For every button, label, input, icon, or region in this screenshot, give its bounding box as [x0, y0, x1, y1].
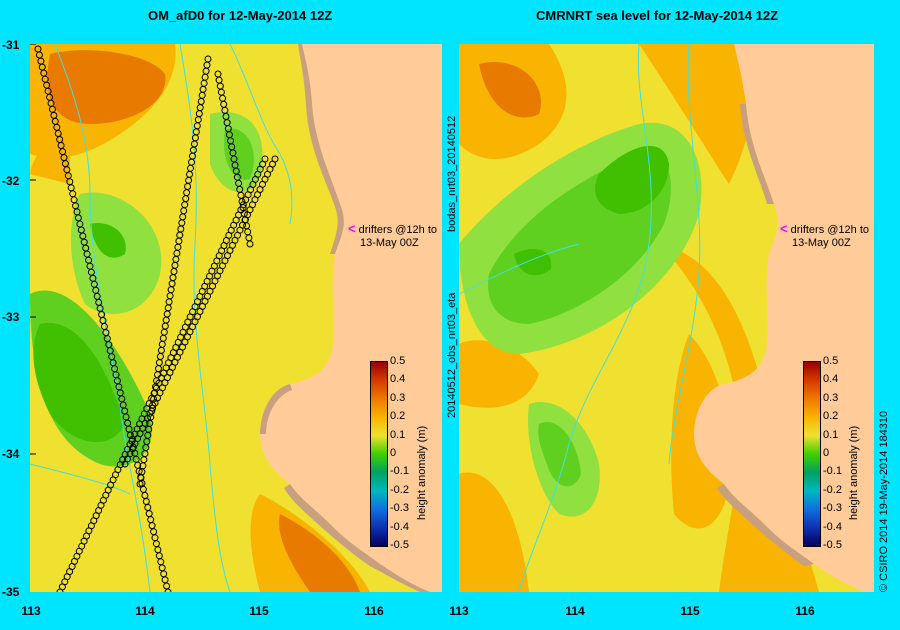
- arrow-icon: <: [348, 221, 356, 236]
- drifter-note-line2: 13-May 00Z: [360, 237, 419, 249]
- colorbar-tick: 0.5: [390, 355, 406, 367]
- copyright-label: © CSIRO 2014 19-May-2014 184310: [878, 410, 890, 592]
- colorbar-tick: 0: [390, 447, 397, 459]
- colorbar-title: height anomaly (m): [848, 425, 860, 520]
- y-tick-label: -33: [2, 310, 20, 324]
- drifter-position-marker: [246, 240, 254, 248]
- colorbar-tick: 0.2: [390, 410, 406, 422]
- y-tick-label: -32: [2, 174, 20, 188]
- colorbar-tick: 0.4: [823, 373, 839, 385]
- colorbar-tick: -0.4: [823, 521, 842, 533]
- x-tick-label: 116: [364, 604, 384, 618]
- x-tick-label: 115: [249, 604, 269, 618]
- right-panel-title: CMRNRT sea level for 12-May-2014 12Z: [536, 8, 779, 23]
- drifter-position-marker: [56, 588, 64, 592]
- colorbar-tick: 0: [823, 447, 830, 459]
- colorbar-tick: -0.2: [390, 484, 409, 496]
- colorbar-tick: 0.1: [390, 429, 406, 441]
- x-tick-label: 116: [795, 604, 815, 618]
- drifter-position-marker: [121, 460, 129, 468]
- colorbar-tick: 0.2: [823, 410, 839, 422]
- colorbar-tick: 0.1: [823, 429, 839, 441]
- y-tick-label: -35: [2, 585, 20, 599]
- colorbar-tick: -0.4: [390, 521, 409, 533]
- colorbar-tick: -0.2: [823, 484, 842, 496]
- left-panel-title: OM_afD0 for 12-May-2014 12Z: [148, 8, 333, 23]
- left-map-graphic: [30, 44, 442, 592]
- y-tick-label: -34: [2, 447, 20, 461]
- colorbar-tick: -0.5: [823, 539, 842, 551]
- colorbar-tick: -0.3: [390, 502, 409, 514]
- drifter-note: < drifters @12h to 13-May 00Z: [348, 222, 437, 250]
- x-tick-label: 113: [449, 604, 469, 618]
- colorbar-tick: 0.5: [823, 355, 839, 367]
- drifter-note: < drifters @12h to 13-May 00Z: [780, 222, 869, 250]
- colorbar-title: height anomaly (m): [416, 425, 428, 520]
- colorbar-tick: -0.1: [390, 465, 409, 477]
- model-run-label: bodas_nrt03_20140512: [446, 115, 458, 232]
- drifter-note-line2: 13-May 00Z: [792, 237, 851, 249]
- colorbar-tick: -0.3: [823, 502, 842, 514]
- drifter-tracks: [34, 45, 279, 592]
- observation-file-label: 20140512_obs_nrt03_eta: [446, 292, 458, 418]
- colorbar-tick: -0.5: [390, 539, 409, 551]
- left-colorbar: [370, 361, 388, 547]
- colorbar-tick: 0.3: [823, 392, 839, 404]
- drifter-position-marker: [136, 480, 144, 488]
- drifter-position-marker: [164, 588, 172, 592]
- y-tick-label: -31: [2, 38, 20, 52]
- left-model-map: [30, 44, 442, 592]
- drifter-note-line1: drifters @12h to: [790, 224, 870, 236]
- x-tick-label: 113: [21, 604, 41, 618]
- x-tick-label: 114: [565, 604, 585, 618]
- colorbar-tick: -0.1: [823, 465, 842, 477]
- right-colorbar: [803, 361, 821, 547]
- x-tick-label: 114: [135, 604, 155, 618]
- x-tick-label: 115: [680, 604, 700, 618]
- arrow-icon: <: [780, 221, 788, 236]
- drifter-note-line1: drifters @12h to: [358, 224, 438, 236]
- colorbar-tick: 0.3: [390, 392, 406, 404]
- colorbar-tick: 0.4: [390, 373, 406, 385]
